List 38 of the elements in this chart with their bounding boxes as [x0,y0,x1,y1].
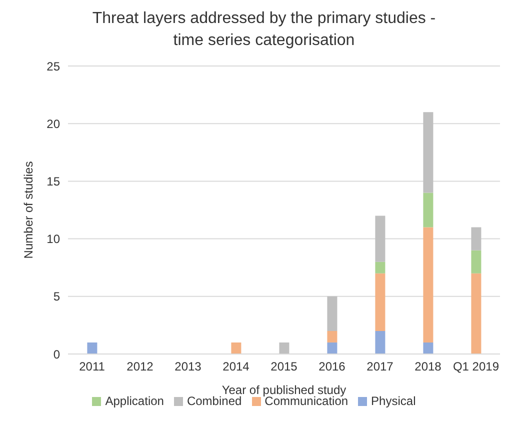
chart-title: Threat layers addressed by the primary studies - time series categorisation [91,9,437,51]
x-tick-label: 2013 [174,360,202,374]
y-tick-label: 10 [46,232,60,246]
bar [471,227,482,250]
bar [423,342,434,354]
bar [87,342,98,354]
bar [327,296,338,331]
x-tick-label: 2016 [318,360,346,374]
x-axis-title: Year of published study [222,383,346,397]
bar [327,342,338,354]
x-tick-label: 2017 [366,360,394,374]
bar [375,273,386,331]
legend-label: Physical [371,394,416,408]
x-tick-label: 2014 [222,360,250,374]
legend-label: Application [105,394,164,408]
bar [471,273,482,354]
x-tick-label: 2012 [126,360,154,374]
bar [375,330,386,354]
bar [423,112,434,193]
bar [375,216,386,262]
x-tick-label: 2011 [79,360,106,374]
y-tick-label: 0 [53,347,60,362]
x-tick-label: 2018 [414,360,442,374]
bar [375,262,386,274]
bar [471,250,482,274]
y-tick-label: 5 [53,290,60,304]
y-tick-label: 25 [46,59,60,74]
bar [327,330,338,342]
bar [423,227,434,342]
bar [231,342,242,354]
y-tick-label: 20 [46,116,60,131]
bar [423,192,434,228]
y-axis-title: Number of studies [21,161,36,259]
y-tick-label: 15 [46,174,60,188]
legend-label: Combined [186,394,242,408]
bar [279,342,290,354]
x-tick-label: 2015 [270,360,298,374]
x-tick-label: Q1 2019 [452,360,500,374]
